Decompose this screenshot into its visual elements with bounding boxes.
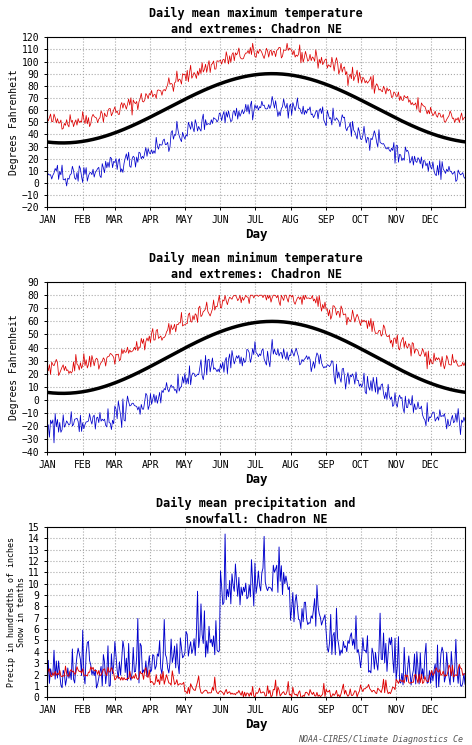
X-axis label: Day: Day xyxy=(245,228,267,241)
Y-axis label: Degrees Fahrenheit: Degrees Fahrenheit xyxy=(9,314,19,420)
Title: Daily mean precipitation and
snowfall: Chadron NE: Daily mean precipitation and snowfall: C… xyxy=(156,497,356,526)
X-axis label: Day: Day xyxy=(245,717,267,731)
Y-axis label: Degrees Fahrenheit: Degrees Fahrenheit xyxy=(9,69,19,175)
Title: Daily mean maximum temperature
and extremes: Chadron NE: Daily mean maximum temperature and extre… xyxy=(149,7,363,36)
Text: NOAA-CIRES/Climate Diagnostics Ce: NOAA-CIRES/Climate Diagnostics Ce xyxy=(297,735,463,744)
Y-axis label: Precip in hundredths of inches
Snow in tenths: Precip in hundredths of inches Snow in t… xyxy=(7,537,26,687)
X-axis label: Day: Day xyxy=(245,472,267,486)
Title: Daily mean minimum temperature
and extremes: Chadron NE: Daily mean minimum temperature and extre… xyxy=(149,252,363,281)
